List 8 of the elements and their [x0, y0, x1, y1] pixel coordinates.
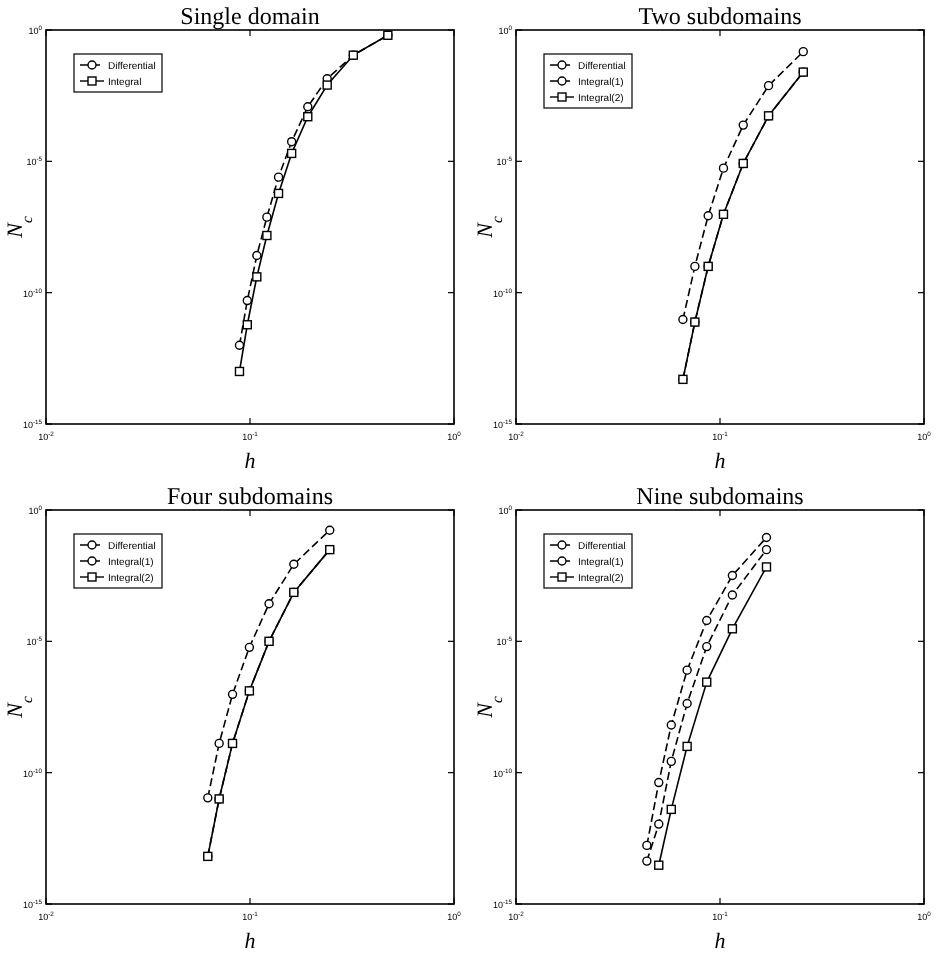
chart-title: Single domain: [180, 2, 320, 30]
x-axis-title: h: [244, 930, 257, 954]
x-axis-title: h: [714, 930, 727, 954]
x-axis-title: h: [244, 450, 257, 474]
chart-title: Four subdomains: [166, 482, 334, 510]
x-axis-title: h: [714, 450, 727, 474]
chart-title: Two subdomains: [638, 2, 803, 30]
chart-title: Nine subdomains: [636, 482, 805, 510]
